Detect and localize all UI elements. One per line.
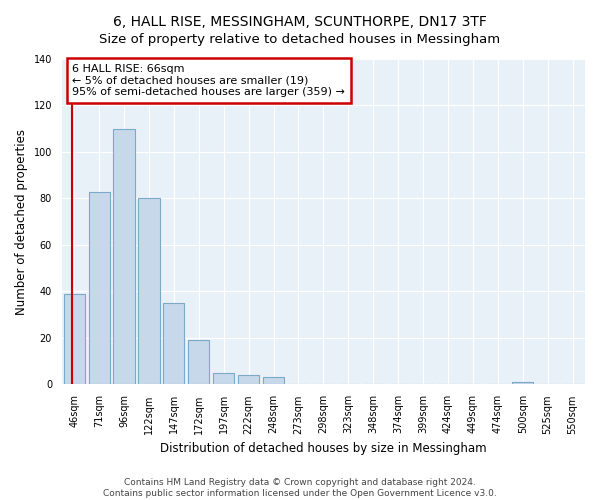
Bar	[163, 303, 184, 384]
Y-axis label: Number of detached properties: Number of detached properties	[15, 128, 28, 314]
Bar	[89, 192, 110, 384]
Text: 6 HALL RISE: 66sqm
← 5% of detached houses are smaller (19)
95% of semi-detached: 6 HALL RISE: 66sqm ← 5% of detached hous…	[72, 64, 345, 97]
Text: Size of property relative to detached houses in Messingham: Size of property relative to detached ho…	[100, 32, 500, 46]
Text: 6, HALL RISE, MESSINGHAM, SCUNTHORPE, DN17 3TF: 6, HALL RISE, MESSINGHAM, SCUNTHORPE, DN…	[113, 15, 487, 29]
Bar	[238, 375, 259, 384]
Bar	[64, 294, 85, 384]
Bar	[263, 378, 284, 384]
Bar	[188, 340, 209, 384]
Bar	[512, 382, 533, 384]
Bar	[213, 373, 235, 384]
Bar	[139, 198, 160, 384]
X-axis label: Distribution of detached houses by size in Messingham: Distribution of detached houses by size …	[160, 442, 487, 455]
Bar	[113, 128, 134, 384]
Text: Contains HM Land Registry data © Crown copyright and database right 2024.
Contai: Contains HM Land Registry data © Crown c…	[103, 478, 497, 498]
